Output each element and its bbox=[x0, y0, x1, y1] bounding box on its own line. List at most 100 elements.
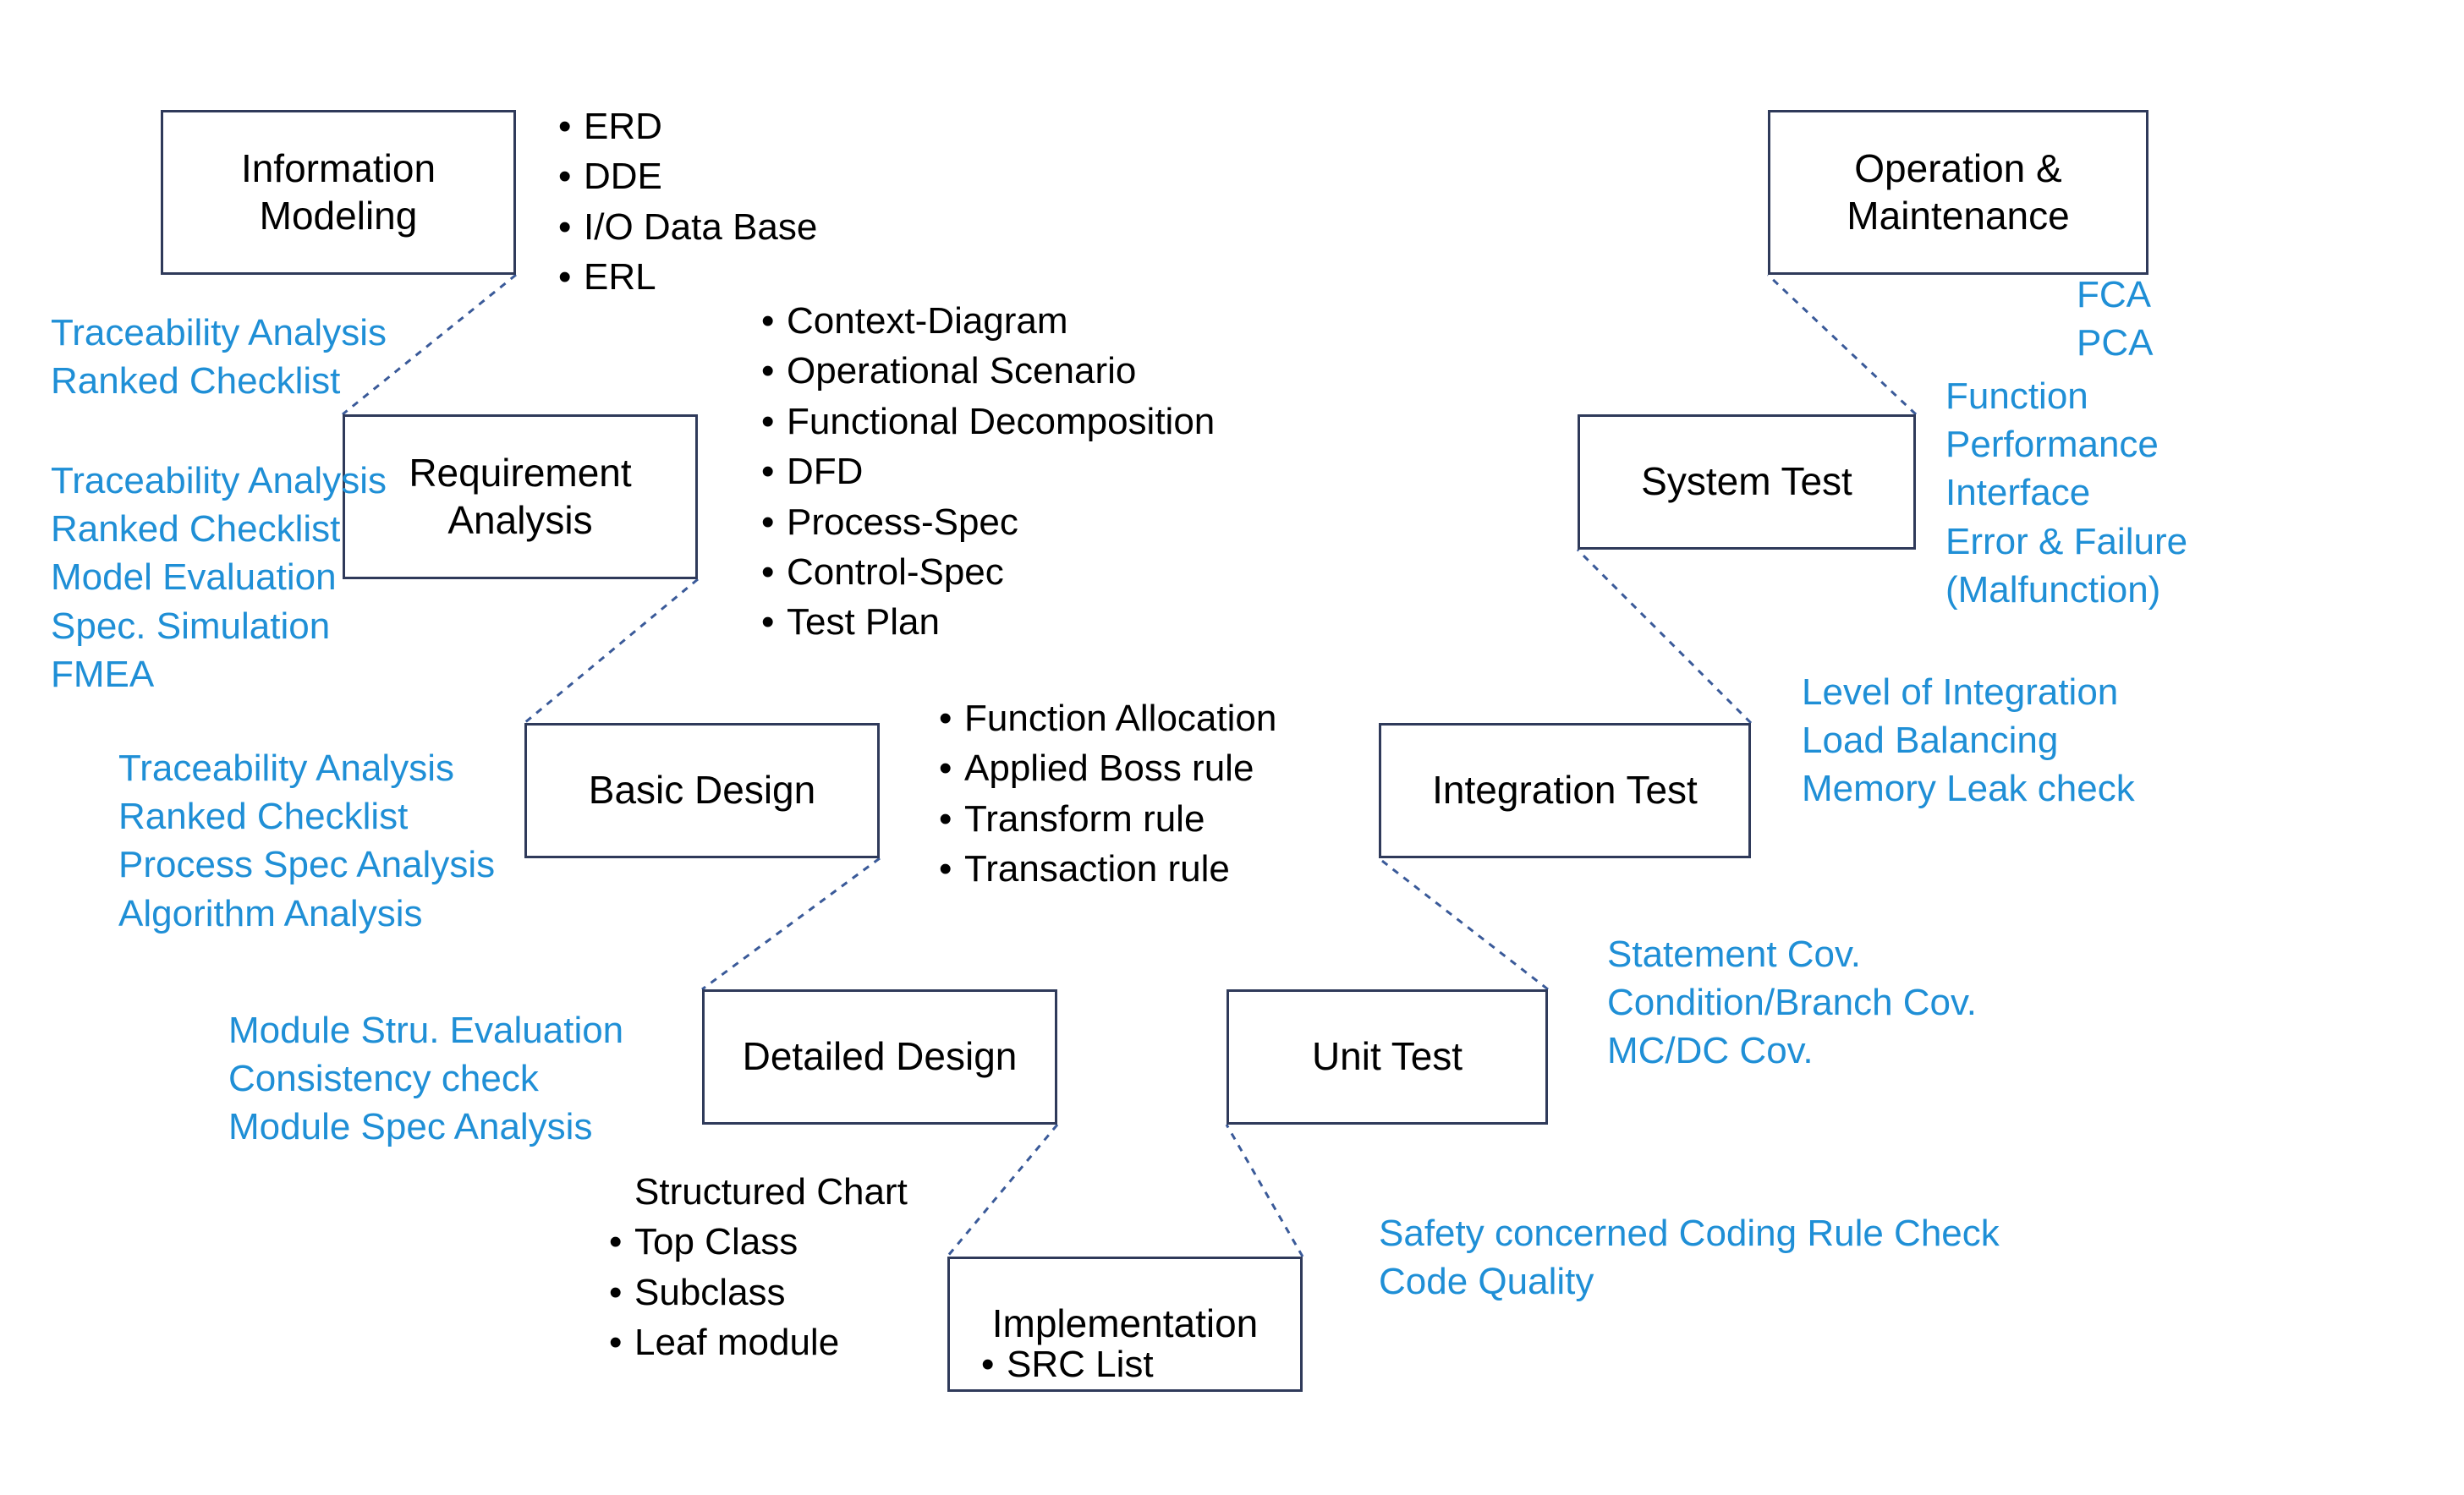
bullet-item: • Functional Decomposition bbox=[761, 397, 1215, 446]
blue-line: Condition/Branch Cov. bbox=[1607, 978, 1977, 1027]
bullet-text: DDE bbox=[584, 151, 662, 201]
bullet-text: Function Allocation bbox=[964, 693, 1276, 743]
blue-b_info: Traceability AnalysisRanked Checklist bbox=[51, 309, 387, 405]
bullet-item: • ERL bbox=[558, 252, 817, 302]
bullet-item: • Control-Spec bbox=[761, 547, 1215, 597]
bullet-dot-icon: • bbox=[939, 743, 949, 793]
node-integration: Integration Test bbox=[1379, 723, 1751, 858]
blue-line: Ranked Checklist bbox=[51, 505, 387, 553]
node-label: Requirement Analysis bbox=[409, 450, 631, 543]
node-req_analysis: Requirement Analysis bbox=[343, 414, 698, 579]
bullet-item: •SRC List bbox=[981, 1339, 1154, 1389]
blue-line: Traceability Analysis bbox=[51, 457, 387, 505]
blue-line: Function bbox=[1945, 372, 2187, 420]
node-unit_test: Unit Test bbox=[1227, 989, 1548, 1125]
blue-line: Memory Leak check bbox=[1802, 764, 2135, 813]
blue-b_impl: Safety concerned Coding Rule CheckCode Q… bbox=[1379, 1209, 2000, 1306]
bullet-text: DFD bbox=[787, 446, 863, 496]
edge-unit_test-integration bbox=[1379, 858, 1548, 989]
bullet-item: • Process-Spec bbox=[761, 497, 1215, 547]
bullets-g_req: • Context-Diagram • Operational Scenario • Fu… bbox=[761, 296, 1215, 648]
blue-line: Code Quality bbox=[1379, 1257, 2000, 1306]
blue-line: Consistency check bbox=[228, 1054, 623, 1103]
bullet-dot-icon: • bbox=[761, 597, 771, 647]
bullet-dot-icon: • bbox=[609, 1217, 619, 1267]
node-info_modeling: Information Modeling bbox=[161, 110, 516, 275]
blue-b_unit: Statement Cov.Condition/Branch Cov.MC/DC… bbox=[1607, 930, 1977, 1076]
bullet-item: • Applied Boss rule bbox=[939, 743, 1276, 793]
bullet-item: • DDE bbox=[558, 151, 817, 201]
bullets-g_info: • ERD • DDE • I/O Data Base • ERL bbox=[558, 101, 817, 303]
bullet-text: Subclass bbox=[634, 1268, 786, 1317]
bullet-dot-icon: • bbox=[761, 547, 771, 597]
blue-line: Module Spec Analysis bbox=[228, 1103, 623, 1151]
blue-line: Load Balancing bbox=[1802, 716, 2135, 764]
blue-line: MC/DC Cov. bbox=[1607, 1027, 1977, 1075]
bullet-dot-icon: • bbox=[558, 101, 568, 151]
edge-req_analysis-basic_design bbox=[524, 579, 698, 723]
node-label: Information Modeling bbox=[241, 145, 436, 238]
bullet-text: I/O Data Base bbox=[584, 202, 817, 252]
blue-b_op: FCAPCA bbox=[2077, 271, 2153, 367]
edge-implementation-unit_test bbox=[1227, 1125, 1303, 1257]
bullet-item: • ERD bbox=[558, 101, 817, 151]
bullet-item: • Operational Scenario bbox=[761, 346, 1215, 396]
bullets-g_impl: •SRC List bbox=[981, 1339, 1154, 1389]
bullets-g_basic: •Function Allocation•Applied Boss rule•T… bbox=[939, 693, 1276, 895]
blue-b_sys: FunctionPerformanceInterfaceError & Fail… bbox=[1945, 372, 2187, 614]
bullet-dot-icon: • bbox=[609, 1268, 619, 1317]
blue-line: Spec. Simulation bbox=[51, 602, 387, 650]
node-detailed_design: Detailed Design bbox=[702, 989, 1057, 1125]
node-op_maint: Operation & Maintenance bbox=[1768, 110, 2148, 275]
blue-line: Process Spec Analysis bbox=[118, 841, 495, 889]
bullet-item: • I/O Data Base bbox=[558, 202, 817, 252]
blue-b_req: Traceability AnalysisRanked ChecklistMod… bbox=[51, 457, 387, 698]
bullet-text: Transaction rule bbox=[964, 844, 1230, 894]
bullet-text: Applied Boss rule bbox=[964, 743, 1254, 793]
bullet-item: •Function Allocation bbox=[939, 693, 1276, 743]
bullet-dot-icon: • bbox=[761, 296, 771, 346]
edge-detailed_design-implementation bbox=[947, 1125, 1057, 1257]
bullet-item: •Transform rule bbox=[939, 794, 1276, 844]
blue-line: FMEA bbox=[51, 650, 387, 698]
bullet-dot-icon: • bbox=[558, 202, 568, 252]
bullet-text: Top Class bbox=[634, 1217, 798, 1267]
blue-line: Module Stru. Evaluation bbox=[228, 1006, 623, 1054]
bullets-g_det: Structured Chart•Top Class•Subclass•Leaf… bbox=[609, 1167, 908, 1368]
bullet-text: Functional Decomposition bbox=[787, 397, 1215, 446]
bullet-text: Control-Spec bbox=[787, 547, 1004, 597]
bullet-dot-icon: • bbox=[558, 151, 568, 201]
blue-b_integ: Level of IntegrationLoad BalancingMemory… bbox=[1802, 668, 2135, 813]
bullet-dot-icon: • bbox=[609, 1317, 619, 1367]
node-basic_design: Basic Design bbox=[524, 723, 880, 858]
bullet-dot-icon: • bbox=[939, 794, 949, 844]
bullet-item: • Test Plan bbox=[761, 597, 1215, 647]
bullet-dot-icon: • bbox=[939, 844, 949, 894]
bullet-text: Leaf module bbox=[634, 1317, 839, 1367]
bullet-dot-icon: • bbox=[558, 252, 568, 302]
node-label: Unit Test bbox=[1312, 1033, 1462, 1080]
bullet-dot-icon: • bbox=[761, 497, 771, 547]
blue-line: Traceability Analysis bbox=[118, 744, 495, 792]
bullet-item: • Transaction rule bbox=[939, 844, 1276, 894]
bullet-text: ERD bbox=[584, 101, 662, 151]
node-label: Operation & Maintenance bbox=[1847, 145, 2069, 238]
blue-line: Performance bbox=[1945, 420, 2187, 468]
bullet-text: ERL bbox=[584, 252, 656, 302]
bullet-item: •DFD bbox=[761, 446, 1215, 496]
blue-line: Ranked Checklist bbox=[118, 792, 495, 841]
blue-line: Ranked Checklist bbox=[51, 357, 387, 405]
bullet-dot-icon: • bbox=[761, 397, 771, 446]
blue-line: Interface bbox=[1945, 468, 2187, 517]
bullet-dot-icon: • bbox=[761, 346, 771, 396]
bullet-text: Test Plan bbox=[787, 597, 940, 647]
bullet-text: Operational Scenario bbox=[787, 346, 1136, 396]
bullet-text: Process-Spec bbox=[787, 497, 1018, 547]
node-label: System Test bbox=[1641, 458, 1852, 505]
bullet-item: • Context-Diagram bbox=[761, 296, 1215, 346]
bullet-text: Context-Diagram bbox=[787, 296, 1068, 346]
blue-line: Safety concerned Coding Rule Check bbox=[1379, 1209, 2000, 1257]
bullet-item: • Top Class bbox=[609, 1217, 908, 1267]
bullet-item: Structured Chart bbox=[609, 1167, 908, 1217]
diagram-canvas: Information Modeling Requirement Analysis… bbox=[0, 0, 2464, 1495]
